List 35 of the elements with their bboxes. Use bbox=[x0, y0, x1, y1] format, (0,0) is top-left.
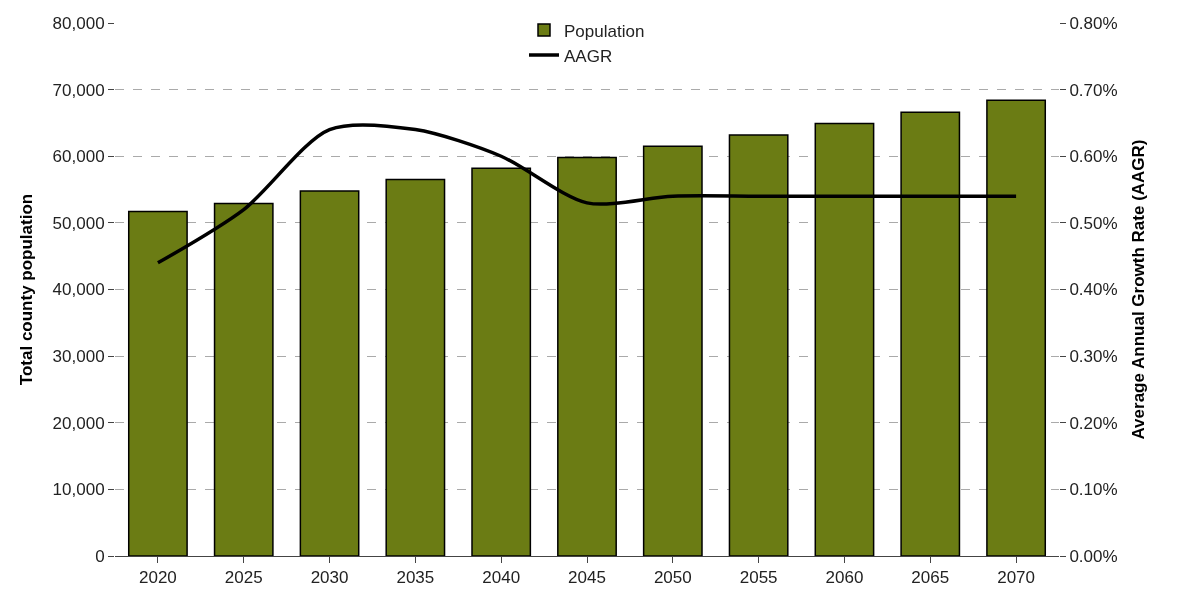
bar bbox=[299, 190, 360, 556]
x-tick-label: 2045 bbox=[568, 568, 606, 588]
x-tick-label: 2035 bbox=[396, 568, 435, 588]
x-tick-label: 2065 bbox=[911, 568, 950, 588]
x-tick-label: 2040 bbox=[482, 568, 521, 588]
legend-label: AAGR bbox=[564, 46, 613, 66]
x-tick-label: 2030 bbox=[310, 568, 349, 588]
y2-tick-label: 0.10% bbox=[1069, 480, 1118, 500]
y2-tick-label: 0.00% bbox=[1069, 546, 1118, 566]
y-tick-label: 0 bbox=[95, 546, 105, 566]
y2-axis-title: Average Annual Growth Rate (AAGR) bbox=[1129, 139, 1148, 440]
legend-label: Population bbox=[564, 21, 645, 41]
x-tick-label: 2070 bbox=[997, 568, 1035, 588]
y-tick-label: 20,000 bbox=[52, 413, 105, 433]
y-tick-label: 60,000 bbox=[52, 147, 105, 167]
x-tick-label: 2050 bbox=[653, 568, 692, 588]
x-tick-label: 2055 bbox=[739, 568, 778, 588]
x-tick-label: 2025 bbox=[224, 568, 263, 588]
y2-tick-label: 0.50% bbox=[1069, 213, 1118, 233]
y-tick-label: 50,000 bbox=[52, 213, 105, 233]
x-tick-label: 2020 bbox=[139, 568, 177, 588]
y-tick-label: 10,000 bbox=[52, 480, 105, 500]
y2-tick-label: 0.70% bbox=[1069, 80, 1118, 100]
y-tick-label: 80,000 bbox=[52, 13, 105, 33]
y2-tick-label: 0.40% bbox=[1069, 280, 1118, 300]
y-tick-label: 40,000 bbox=[52, 280, 105, 300]
x-tick-label: 2060 bbox=[825, 568, 864, 588]
y2-tick-label: 0.80% bbox=[1069, 13, 1118, 33]
y2-tick-label: 0.60% bbox=[1069, 147, 1118, 167]
bar bbox=[385, 178, 446, 556]
y-tick-label: 30,000 bbox=[52, 347, 105, 367]
y2-tick-label: 0.20% bbox=[1069, 413, 1118, 433]
y2-tick-label: 0.30% bbox=[1069, 347, 1118, 367]
y-axis-title: Total county population bbox=[17, 193, 37, 386]
y-tick-label: 70,000 bbox=[52, 80, 105, 100]
